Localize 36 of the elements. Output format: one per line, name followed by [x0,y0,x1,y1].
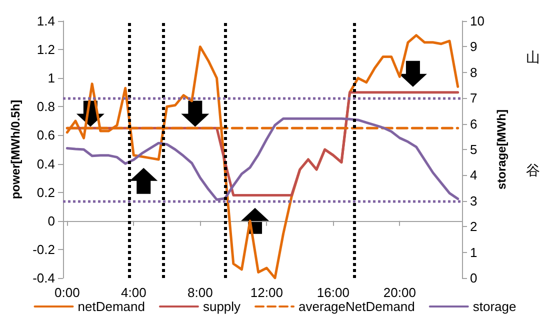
y-tick-label: 0 [48,213,55,228]
y2-tick-label: 3 [470,193,478,208]
y2-axis-title: storage[MWh] [494,110,508,190]
y2-tick-label: 0 [470,270,478,286]
line-series [66,117,460,201]
y-tick-label: 1 [48,70,55,86]
y2-tick-label: 7 [470,90,478,106]
y-tick-label: 0.2 [36,184,55,200]
y2-tick-label: 4 [470,168,478,183]
legend-label: storage [472,299,516,314]
x-tick-label: 8:00 [188,285,213,300]
y-tick-label: -0.2 [32,242,55,257]
legend-label: averageNetDemand [298,299,415,314]
x-tick-label: 12:00 [250,285,283,300]
x-tick-label: 16:00 [316,285,350,300]
x-tick-label: 20:00 [383,285,416,300]
y2-tick-label: 9 [470,39,478,54]
y-tick-label: 0.4 [36,156,55,172]
y2-tick-label: 8 [470,64,478,80]
y2-tick-label: 1 [470,244,478,260]
y-axis-title: power[MWh/0.5h] [8,100,23,200]
y-tick-label: 1.2 [36,42,55,58]
y2-tick-label: 10 [470,14,484,28]
legend-label: supply [202,299,242,314]
y-tick-label: 1.4 [36,14,55,28]
y2-tick-label: 5 [470,142,478,157]
x-tick-label: 0:00 [54,285,80,300]
y-tick-label: 0.8 [36,99,55,114]
legend-label: netDemand [78,299,145,314]
y2-tick-label: 6 [470,116,478,132]
y-tick-label: -0.4 [32,270,55,286]
text: 山 [526,49,540,65]
y2-tick-label: 2 [470,219,478,234]
y-tick-label: 0.6 [36,128,55,143]
text: 谷 [526,162,540,178]
x-tick-label: 4:00 [121,285,146,300]
